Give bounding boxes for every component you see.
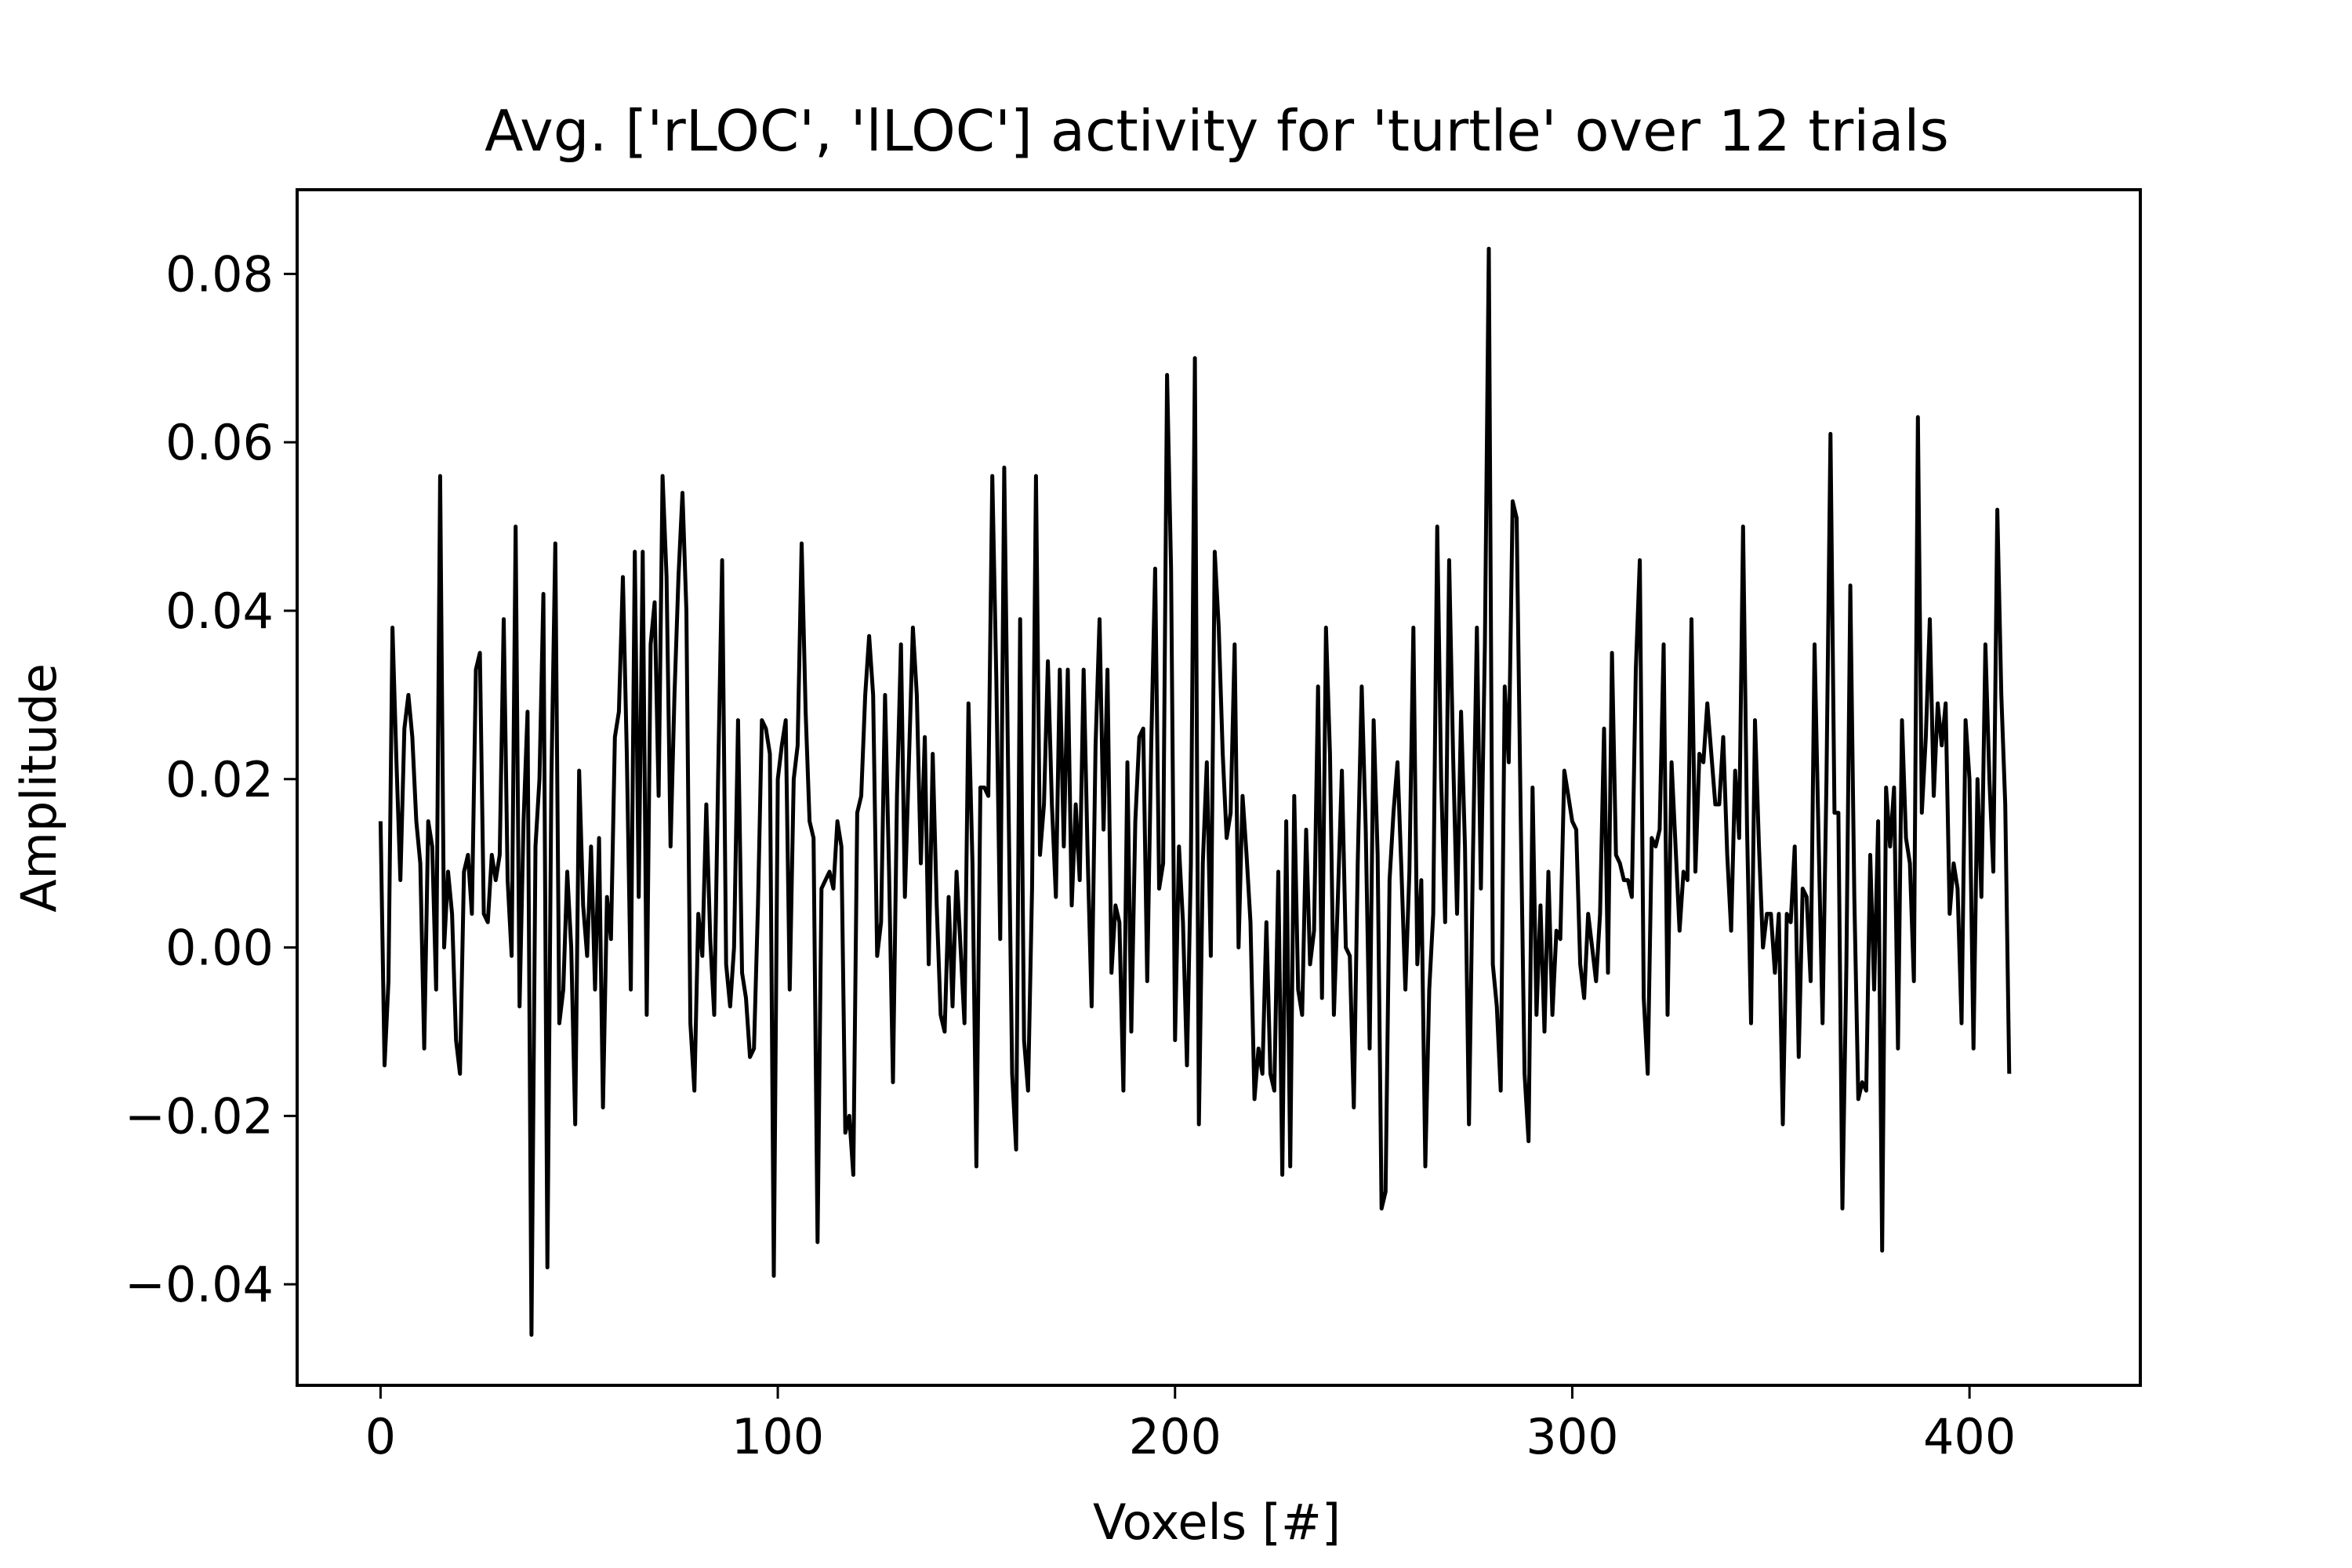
x-axis: 0 100 200 300 400 xyxy=(365,1385,2016,1465)
y-tick-label: 0.06 xyxy=(165,414,274,471)
plot-area xyxy=(378,246,2012,1338)
y-tick-label: 0.04 xyxy=(165,583,274,640)
x-axis-label: Voxels [#] xyxy=(1093,1494,1341,1551)
y-tick-label: 0.00 xyxy=(165,920,274,977)
chart-title: Avg. ['rLOC', 'lLOC'] activity for 'turt… xyxy=(485,98,1949,164)
y-tick-label: 0.02 xyxy=(165,751,274,808)
x-tick-label: 200 xyxy=(1129,1408,1221,1465)
x-tick-label: 400 xyxy=(1923,1408,2016,1465)
y-tick-label: −0.04 xyxy=(125,1256,274,1313)
y-tick-label: −0.02 xyxy=(125,1087,274,1145)
series-line-0 xyxy=(378,246,2012,1338)
y-axis-label: Amplitude xyxy=(10,663,67,913)
x-tick-label: 0 xyxy=(365,1408,396,1465)
y-tick-label: 0.08 xyxy=(165,245,274,303)
y-axis: −0.04 −0.02 0.00 0.02 0.04 0.06 0.08 xyxy=(125,245,297,1313)
x-tick-label: 100 xyxy=(731,1408,824,1465)
x-tick-label: 300 xyxy=(1526,1408,1618,1465)
axes-frame xyxy=(296,188,2142,1387)
